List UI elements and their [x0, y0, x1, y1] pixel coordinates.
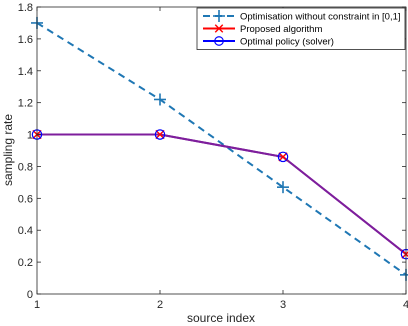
- x-axis-label: source index: [187, 311, 255, 325]
- marker-stroke: [214, 24, 224, 33]
- axes-layer: 1 2 3 4 0 0.2 0.4 0.6 0.8 1 1.2 1.4 1.6 1.8: [18, 2, 408, 311]
- x-tick-label: 3: [280, 299, 286, 311]
- x-tick-label: 1: [34, 299, 40, 311]
- y-tick-label: 1: [27, 130, 33, 142]
- data-point-s3-2: [154, 129, 166, 140]
- series-line-3: [37, 133, 407, 255]
- legend-label-3: Optimal policy (solver): [240, 37, 334, 48]
- marker-stroke: [155, 129, 165, 140]
- y-tick-label: 0.6: [18, 193, 33, 205]
- legend-marker-1: [213, 10, 225, 22]
- y-tick-label: 1.6: [18, 34, 33, 46]
- y-tick-label: 0.2: [18, 257, 33, 269]
- x-tick-label: 4: [403, 299, 408, 311]
- y-tick-label: 1.4: [18, 66, 33, 78]
- series-line-1: [36, 22, 407, 276]
- data-point-s3-3: [277, 151, 289, 163]
- plot-area: [37, 7, 406, 294]
- legend-marker-3: [214, 36, 224, 46]
- y-tick-label: 1.2: [18, 98, 33, 110]
- data-point-s1-3: [277, 181, 289, 194]
- legend-label-2: Proposed algorithm: [240, 24, 322, 35]
- series-layer: [31, 16, 408, 281]
- legend: Optimisation without constraint in [0,1]…: [196, 7, 406, 50]
- x-tick-label: 2: [157, 299, 163, 311]
- y-tick-label: 0.4: [18, 225, 33, 237]
- y-tick-label: 0: [27, 289, 33, 301]
- marker-stroke: [277, 151, 289, 163]
- legend-label-1: Optimisation without constraint in [0,1]: [240, 12, 401, 23]
- data-point-s1-2: [154, 93, 166, 106]
- legend-marker-2: [214, 24, 224, 33]
- marker-stroke: [154, 129, 166, 140]
- data-point-s2-2: [155, 129, 165, 140]
- marker-stroke: [278, 152, 288, 162]
- y-axis-label: sampling rate: [1, 114, 15, 186]
- data-point-s2-3: [278, 152, 288, 162]
- y-tick-label: 1.8: [18, 2, 33, 14]
- axes-box: [36, 6, 407, 295]
- y-tick-label: 0.8: [18, 161, 33, 173]
- marker-stroke: [214, 36, 224, 46]
